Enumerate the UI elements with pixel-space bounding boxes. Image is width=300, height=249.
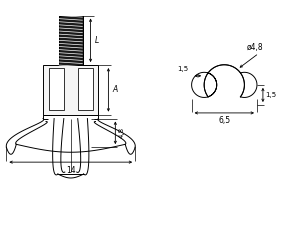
Polygon shape [43,65,98,115]
Text: 1,5: 1,5 [178,66,189,72]
Polygon shape [78,68,93,110]
Text: 1,5: 1,5 [265,92,276,98]
Text: 6,5: 6,5 [218,116,230,125]
Polygon shape [59,15,82,65]
Polygon shape [49,68,64,110]
Text: L: L [94,36,99,45]
Text: ø4,8: ø4,8 [247,43,264,52]
Text: 4,8: 4,8 [118,127,124,138]
Text: 14: 14 [66,166,76,175]
Text: A: A [112,85,118,94]
